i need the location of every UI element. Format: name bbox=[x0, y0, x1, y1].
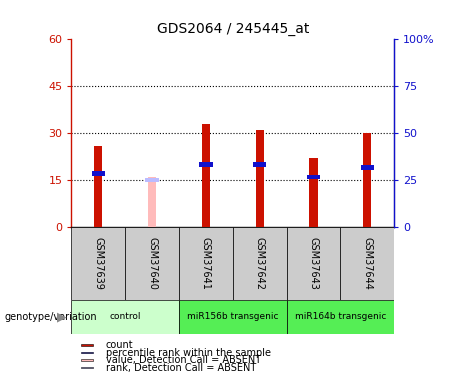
Bar bbox=[145, 178, 159, 182]
Bar bbox=[253, 162, 266, 167]
Text: genotype/variation: genotype/variation bbox=[5, 312, 97, 322]
Text: count: count bbox=[106, 340, 133, 350]
Bar bbox=[287, 227, 340, 300]
Bar bbox=[199, 162, 213, 167]
Bar bbox=[148, 177, 156, 227]
Text: GSM37642: GSM37642 bbox=[254, 237, 265, 290]
Text: percentile rank within the sample: percentile rank within the sample bbox=[106, 348, 271, 357]
Text: control: control bbox=[110, 312, 141, 321]
Bar bbox=[256, 130, 264, 227]
Text: GSM37644: GSM37644 bbox=[362, 237, 372, 290]
Text: GSM37643: GSM37643 bbox=[308, 237, 319, 290]
Bar bbox=[81, 359, 93, 361]
Bar bbox=[81, 352, 93, 353]
Bar bbox=[95, 146, 102, 227]
Bar bbox=[71, 300, 179, 334]
Bar bbox=[179, 227, 233, 300]
Bar bbox=[361, 165, 374, 170]
Bar bbox=[340, 227, 394, 300]
Bar bbox=[307, 174, 320, 179]
Bar bbox=[81, 367, 93, 368]
Bar bbox=[125, 227, 179, 300]
Bar bbox=[202, 124, 210, 227]
Bar bbox=[233, 227, 287, 300]
Bar bbox=[71, 227, 125, 300]
Text: GSM37639: GSM37639 bbox=[93, 237, 103, 290]
Bar bbox=[179, 300, 287, 334]
Text: GSM37641: GSM37641 bbox=[201, 237, 211, 290]
Bar bbox=[287, 300, 394, 334]
Bar bbox=[92, 171, 105, 176]
Title: GDS2064 / 245445_at: GDS2064 / 245445_at bbox=[157, 22, 309, 36]
Bar bbox=[81, 344, 93, 346]
Text: value, Detection Call = ABSENT: value, Detection Call = ABSENT bbox=[106, 355, 261, 365]
Bar bbox=[309, 158, 318, 227]
Text: rank, Detection Call = ABSENT: rank, Detection Call = ABSENT bbox=[106, 363, 256, 372]
Text: ▶: ▶ bbox=[58, 310, 67, 323]
Text: GSM37640: GSM37640 bbox=[147, 237, 157, 290]
Text: miR164b transgenic: miR164b transgenic bbox=[295, 312, 386, 321]
Bar bbox=[363, 133, 371, 227]
Text: miR156b transgenic: miR156b transgenic bbox=[187, 312, 278, 321]
